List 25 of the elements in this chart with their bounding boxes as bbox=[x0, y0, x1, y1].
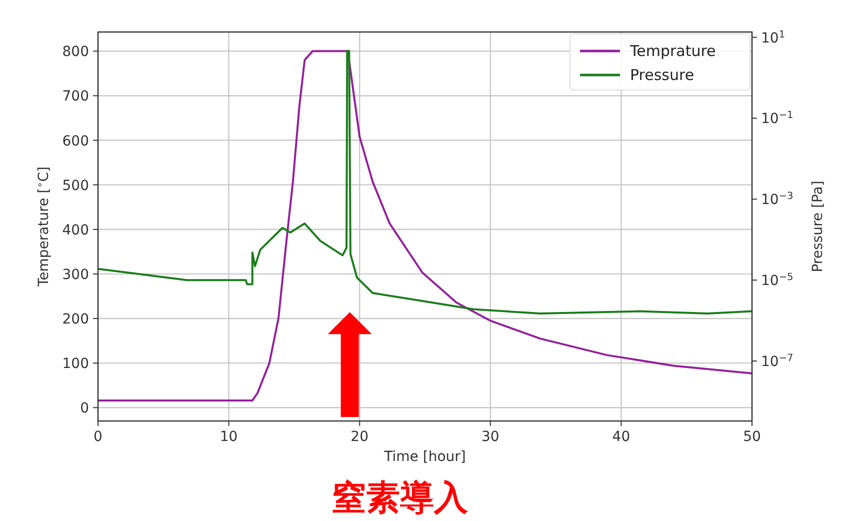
y2-axis-title: Pressure [Pa] bbox=[810, 180, 826, 272]
y-tick-label: 600 bbox=[62, 133, 89, 150]
y2-tick-label: 10$^{−7}$ bbox=[761, 352, 794, 370]
y-tick-label: 100 bbox=[62, 356, 89, 372]
y-tick-label: 0 bbox=[80, 400, 89, 417]
y-tick-label: 800 bbox=[62, 44, 89, 60]
y-tick-label: 400 bbox=[62, 222, 89, 238]
text: 窒素導入 bbox=[332, 478, 469, 518]
legend-label: Temprature bbox=[629, 42, 716, 60]
y-tick-label: 300 bbox=[62, 266, 89, 283]
y-tick-label: 500 bbox=[62, 178, 89, 194]
legend-label: Pressure bbox=[630, 66, 694, 84]
x-tick-label: 40 bbox=[612, 429, 630, 445]
x-tick-label: 20 bbox=[350, 429, 369, 445]
y2-tick-label: 10$^{−5}$ bbox=[761, 272, 794, 290]
x-tick-label: 30 bbox=[481, 429, 500, 445]
x-tick-label: 0 bbox=[94, 429, 102, 445]
x-axis-title: Time [hour] bbox=[383, 449, 466, 465]
y-tick-label: 700 bbox=[62, 88, 89, 105]
x-tick-label: 50 bbox=[743, 429, 761, 445]
y2-tick-label: 10$^{−1}$ bbox=[761, 110, 794, 128]
y2-tick-label: 10$^{−3}$ bbox=[761, 190, 794, 208]
x-tick-label: 10 bbox=[220, 429, 238, 445]
y-tick-label: 200 bbox=[62, 312, 89, 328]
y2-tick-label: 10$^{1}$ bbox=[761, 28, 786, 46]
